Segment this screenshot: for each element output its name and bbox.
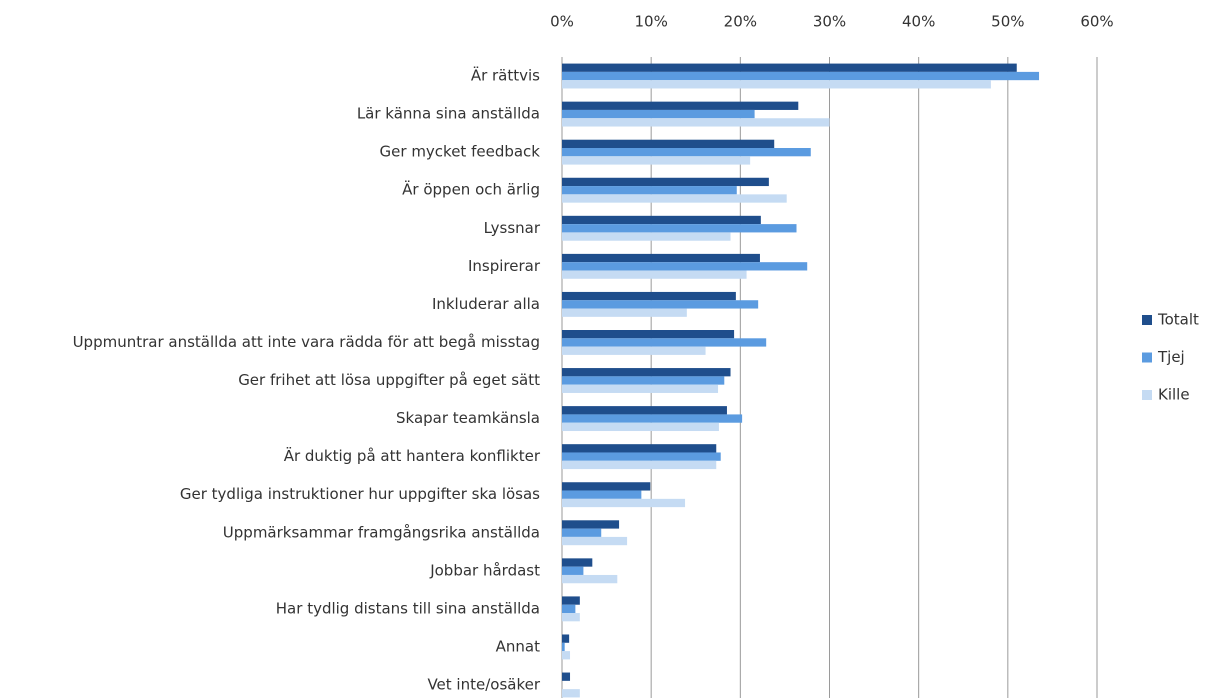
bar [562, 232, 731, 241]
bar [562, 460, 717, 470]
bar [562, 148, 811, 157]
legend-swatch [1142, 390, 1152, 400]
legend-label: Tjej [1157, 348, 1185, 366]
bar [562, 346, 706, 355]
x-tick-label: 60% [1080, 13, 1113, 31]
y-tick-label: Har tydlig distans till sina anställda [276, 599, 540, 617]
bar [562, 490, 642, 499]
bar [562, 338, 767, 347]
y-tick-label: Uppmuntrar anställda att inte vara rädda… [73, 333, 540, 351]
y-tick-label: Inkluderar alla [432, 295, 540, 313]
bar [562, 444, 717, 453]
bar [562, 406, 727, 415]
bar [562, 63, 1017, 72]
bar [562, 422, 719, 432]
x-tick-label: 20% [724, 13, 757, 31]
bar [562, 452, 721, 461]
bar [562, 291, 736, 301]
bar [562, 536, 628, 546]
legend-label: Kille [1158, 386, 1190, 404]
y-tick-label: Inspirerar [468, 257, 541, 275]
bar [562, 558, 593, 567]
bar [562, 384, 719, 393]
y-tick-label: Jobbar hårdast [429, 561, 540, 579]
bar [562, 224, 797, 233]
bar [562, 574, 618, 584]
y-tick-label: Lyssnar [484, 219, 541, 237]
y-tick-label: Ger tydliga instruktioner hur uppgifter … [180, 485, 540, 503]
legend-label: Totalt [1157, 311, 1199, 329]
bar [562, 613, 580, 622]
bar [562, 80, 991, 89]
bar [562, 330, 735, 339]
bar [562, 376, 725, 385]
bar [562, 262, 808, 271]
bar [562, 604, 576, 614]
y-tick-label: Ger frihet att lösa uppgifter på eget sä… [238, 371, 540, 389]
y-tick-label: Annat [496, 637, 540, 655]
x-tick-label: 50% [991, 13, 1024, 31]
bar [562, 177, 769, 187]
y-tick-label: Är duktig på att hantera konflikter [284, 446, 541, 465]
bar [562, 139, 775, 148]
bar [562, 689, 580, 698]
bar [562, 156, 751, 165]
bar [562, 528, 602, 537]
bar [562, 414, 743, 423]
bar [562, 253, 760, 263]
bar [562, 270, 747, 279]
x-tick-label: 0% [550, 13, 574, 31]
x-tick-label: 40% [902, 13, 935, 31]
legend-swatch [1142, 352, 1152, 363]
bar [562, 566, 584, 575]
y-tick-label: Ger mycket feedback [380, 143, 541, 161]
bar [562, 300, 759, 309]
x-tick-label: 30% [813, 13, 846, 31]
bar [562, 642, 565, 652]
bar [562, 194, 787, 203]
bar [562, 101, 799, 110]
bar [562, 634, 570, 643]
y-tick-label: Lär känna sina anställda [357, 105, 540, 123]
bar [562, 308, 687, 317]
bar [562, 520, 620, 529]
bar [562, 109, 755, 119]
bar [562, 498, 686, 508]
bar [562, 186, 737, 195]
y-tick-label: Skapar teamkänsla [396, 409, 540, 427]
bar [562, 215, 761, 225]
bar [562, 118, 830, 127]
bar [562, 482, 651, 491]
bar [562, 672, 571, 681]
legend-swatch [1142, 315, 1152, 325]
bar [562, 71, 1040, 81]
y-tick-label: Är öppen och ärlig [402, 180, 540, 199]
x-tick-label: 10% [634, 13, 667, 31]
bar [562, 596, 580, 605]
bar [562, 368, 731, 377]
y-tick-label: Vet inte/osäker [427, 675, 540, 693]
bar [562, 651, 571, 660]
y-tick-label: Är rättvis [471, 66, 540, 85]
y-tick-label: Uppmärksammar framgångsrika anställda [223, 523, 540, 541]
